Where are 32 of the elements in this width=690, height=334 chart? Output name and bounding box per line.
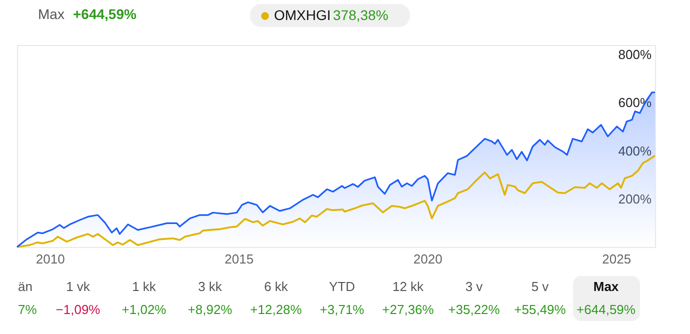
text: 3 kk [198,279,222,294]
text: −1,09% [56,302,101,317]
text: +644,59% [576,302,636,317]
text: +55,49% [514,302,566,317]
y-tick-label: 200% [618,191,652,206]
y-tick-label: 400% [618,143,652,158]
text: 3 v [465,279,484,294]
text: 5 v [531,279,550,294]
text: +27,36% [382,302,434,317]
text: +12,28% [250,302,302,317]
legend-label: OMXHGI [274,7,331,23]
text: Max [38,6,64,22]
text: YTD [329,279,355,294]
text: +1,02% [122,302,167,317]
text: 378,38% [333,7,388,23]
text: Max [593,279,620,294]
text: 7% [18,302,38,317]
text: +35,22% [448,302,500,317]
text: 1 vk [66,279,90,294]
x-tick-label: 2015 [224,252,254,266]
x-tick-label: 2020 [413,252,442,266]
text: än [18,279,32,294]
y-tick-label: 800% [618,47,652,62]
text: 12 kk [392,279,424,294]
line-series [16,154,656,248]
text: 1 kk [132,279,156,294]
x-tick-label: 2010 [36,252,65,266]
text: 6 kk [264,279,288,294]
text: +3,71% [320,302,365,317]
text: +644,59% [73,6,137,22]
text: +8,92% [188,302,233,317]
x-tick-label: 2025 [602,252,632,266]
